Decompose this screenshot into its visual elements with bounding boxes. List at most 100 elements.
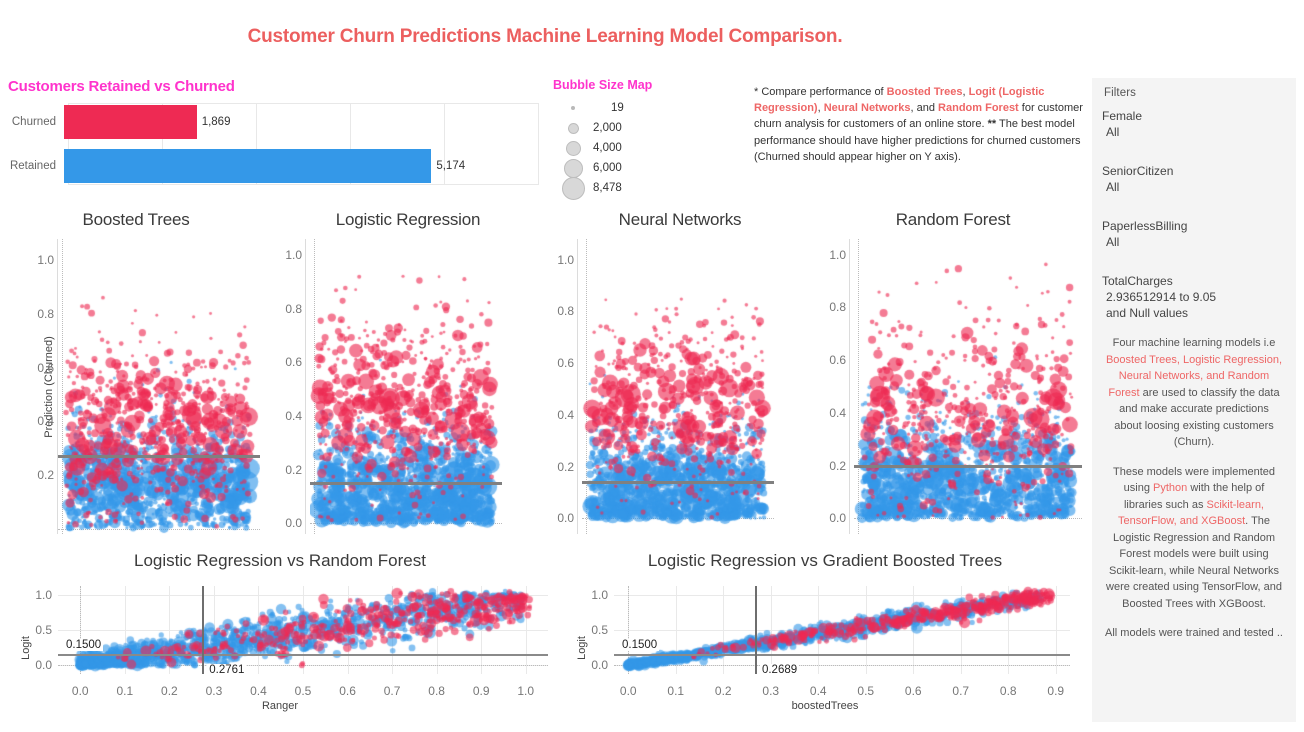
scatter-plot-random-forest[interactable] xyxy=(854,239,1082,534)
y-axis-tick-label: 0.8 xyxy=(557,304,574,319)
bar-rect-retained[interactable] xyxy=(64,149,432,183)
bubble-legend-label: 19 xyxy=(611,102,624,114)
scatter-points-canvas[interactable] xyxy=(58,586,548,674)
filter-field-name: Female xyxy=(1102,109,1143,123)
bar-gridline xyxy=(256,103,257,185)
vertical-reference-label: 0.2761 xyxy=(207,664,247,677)
bubble-legend-label: 2,000 xyxy=(593,122,622,134)
x-axis-tick-label: 0.6 xyxy=(904,684,922,698)
bar-value-churned: 1,869 xyxy=(201,116,231,128)
panel-title-neural-networks: Neural Networks xyxy=(618,210,742,229)
x-axis-tick-label: 0.8 xyxy=(428,684,445,698)
scatter-plot-lr-vs-gbt[interactable] xyxy=(614,586,1070,674)
y-axis-tick-label: 0.0 xyxy=(557,511,574,526)
y-axis-tick-label: 1.0 xyxy=(35,587,52,602)
bubble-legend-dot-cell xyxy=(553,176,593,200)
bar-gridline xyxy=(68,103,69,185)
bar-rect-churned[interactable] xyxy=(64,105,197,139)
bubble-legend-label: 8,478 xyxy=(593,182,622,194)
note-model-boosted-trees: Boosted Trees xyxy=(886,86,963,98)
note-line1-prefix: * Compare performance of xyxy=(754,86,887,98)
scatter-points-canvas[interactable] xyxy=(310,239,502,534)
y-axis-tick-label: 1.0 xyxy=(591,587,608,602)
filter-item[interactable]: SeniorCitizen All xyxy=(1092,154,1296,209)
average-reference-line xyxy=(58,454,260,458)
plot-area-boosted-trees: Prediction (Churned) 0.2 0.4 0.6 0.8 1.0 xyxy=(0,239,272,534)
scatter-plot-neural-networks[interactable] xyxy=(582,239,774,534)
scatter-points-canvas[interactable] xyxy=(582,239,774,534)
y-axis-tick-label: 0.0 xyxy=(591,658,608,673)
model-note-p2: These models were implemented using Pyth… xyxy=(1104,464,1284,613)
model-note-p1b: are used to classify the data and make a… xyxy=(1114,386,1280,449)
bubble-legend-item: 2,000 xyxy=(553,118,703,138)
filter-field-value-extra[interactable]: and Null values xyxy=(1106,306,1189,320)
y-axis-line xyxy=(577,239,578,534)
bubble-legend-label: 4,000 xyxy=(593,142,622,154)
filter-item[interactable]: Female All xyxy=(1092,99,1296,154)
y-axis-tick-label: 0.6 xyxy=(557,356,574,371)
scatter-points-canvas[interactable] xyxy=(854,239,1082,534)
filter-field-value[interactable]: All xyxy=(1106,125,1120,139)
y-axis-tick-label: 0.2 xyxy=(557,459,574,474)
panel-title-random-forest: Random Forest xyxy=(895,210,1011,229)
bubble-legend-rows: 19 2,000 4,000 6,000 8,478 xyxy=(553,98,703,200)
bubble-legend-item: 4,000 xyxy=(553,138,703,158)
horizontal-reference-line xyxy=(614,653,1070,656)
scatter-points-canvas[interactable] xyxy=(614,586,1070,674)
y-axis-label-logit-left: Logit xyxy=(19,635,32,660)
x-axis-tick-label: 0.2 xyxy=(161,684,178,698)
x-axis-tick-label: 0.7 xyxy=(383,684,401,698)
x-axis-tick-label: 0.9 xyxy=(472,684,490,698)
bubble-legend-dot-cell xyxy=(553,122,593,134)
scatter-points-canvas[interactable] xyxy=(58,239,260,534)
horizontal-reference-label: 0.1500 xyxy=(64,638,104,651)
filter-field-value[interactable]: All xyxy=(1106,235,1120,249)
bar-category-label: Retained xyxy=(9,160,56,172)
model-description-note: Four machine learning models i.e Boosted… xyxy=(1092,321,1296,642)
bubble-size-icon xyxy=(561,176,585,200)
x-axis-tick-label: 0.0 xyxy=(71,684,89,698)
model-note-libraries: Scikit-learn, TensorFlow, and XGBoost xyxy=(1117,498,1264,528)
bar-row-churned[interactable]: Churned 1,869 xyxy=(8,105,538,139)
plot-area-neural-networks: 0.0 0.2 0.4 0.6 0.8 1.0 xyxy=(544,239,816,534)
y-axis-tick-label: 0.4 xyxy=(829,405,846,420)
filters-sidebar: Filters Female All SeniorCitizen All Paperle… xyxy=(1092,78,1296,722)
panel-logistic-regression: Logistic Regression 0.0 0.2 0.4 0.6 0.8 1.0 xyxy=(272,205,544,540)
x-axis-tick-label: 1.0 xyxy=(517,684,535,698)
y-axis-tick-label: 0.6 xyxy=(285,355,302,370)
x-axis-tick-label: 0.1 xyxy=(116,684,134,698)
bubble-legend-title: Bubble Size Map xyxy=(553,78,653,92)
filters-list: Female All SeniorCitizen All PaperlessBillin… xyxy=(1092,99,1296,321)
x-axis-tick-label: 0.6 xyxy=(339,684,356,698)
y-axis-line xyxy=(849,239,850,534)
x-axis-tick-label: 0.9 xyxy=(1047,684,1065,698)
bar-row-retained[interactable]: Retained 5,174 xyxy=(8,149,538,183)
note-sep: , xyxy=(817,102,824,115)
bar-axis-line xyxy=(68,103,538,104)
bubble-size-icon xyxy=(565,140,581,156)
x-axis-tick-label: 0.5 xyxy=(857,684,875,698)
filter-field-value[interactable]: 2.936512914 to 9.05 xyxy=(1106,290,1217,304)
model-note-p1: Four machine learning models i.e Boosted… xyxy=(1104,335,1284,451)
y-axis-tick-label: 0.2 xyxy=(829,458,846,473)
bubble-legend-item: 19 xyxy=(553,98,703,118)
scatter-plot-logistic-regression[interactable] xyxy=(310,239,502,534)
x-axis-label-boostedtrees: boostedTrees xyxy=(791,700,859,712)
scatter-plot-lr-vs-rf[interactable] xyxy=(58,586,548,674)
filter-field-name: PaperlessBilling xyxy=(1102,219,1188,233)
x-axis-tick-label: 0.4 xyxy=(809,684,827,698)
average-reference-line xyxy=(582,480,774,484)
bubble-legend-dot-cell xyxy=(553,158,593,178)
y-axis-tick-label: 0.8 xyxy=(37,307,54,322)
y-axis-tick-label: 1.0 xyxy=(37,253,54,268)
average-reference-line xyxy=(854,465,1082,469)
note-line2-marker: ** xyxy=(987,118,997,131)
filter-item[interactable]: PaperlessBilling All xyxy=(1092,209,1296,264)
scatter-plot-boosted-trees[interactable] xyxy=(58,239,260,534)
bar-axis-line xyxy=(68,184,538,185)
y-axis-tick-label: 0.4 xyxy=(557,407,574,422)
bar-plot-area: Churned 1,869 Retained 5,174 xyxy=(8,103,539,185)
filter-field-value[interactable]: All xyxy=(1106,180,1120,194)
bubble-legend-dot-cell xyxy=(553,140,593,156)
filter-item[interactable]: TotalCharges 2.936512914 to 9.05 and Null … xyxy=(1092,264,1296,321)
